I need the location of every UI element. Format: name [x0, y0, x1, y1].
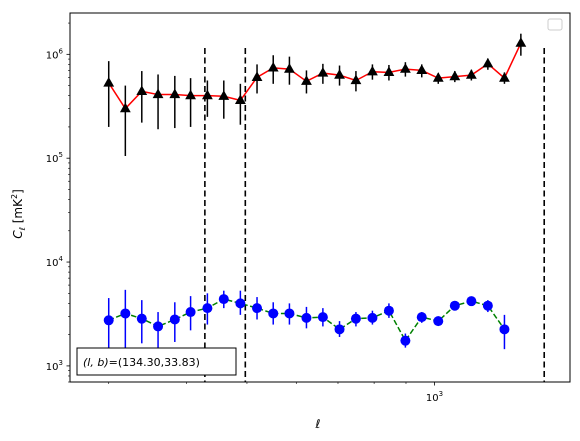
data-point-triangle: [383, 66, 395, 76]
data-point-triangle: [465, 69, 477, 79]
data-point-circle: [153, 321, 164, 332]
data-point-circle: [235, 298, 246, 309]
data-point-triangle: [449, 70, 461, 81]
legend-box: [547, 18, 563, 31]
annotation-box: (l, b)=(134.30,33.83): [76, 347, 237, 376]
data-point-triangle: [482, 57, 494, 68]
data-point-triangle: [201, 89, 213, 100]
data-point-triangle: [432, 72, 444, 82]
data-point-circle: [416, 312, 427, 323]
data-point-circle: [317, 312, 328, 323]
data-point-circle: [202, 303, 213, 314]
data-point-circle: [482, 300, 493, 311]
data-point-circle: [103, 315, 114, 326]
data-point-circle: [433, 316, 444, 327]
data-point-triangle: [234, 94, 246, 105]
data-point-circle: [449, 300, 460, 311]
data-point-circle: [218, 294, 229, 305]
data-point-triangle: [334, 69, 345, 79]
series-2: [103, 289, 510, 350]
data-point-circle: [136, 313, 147, 324]
data-point-triangle: [317, 67, 329, 77]
data-point-triangle: [301, 75, 312, 85]
data-point-triangle: [499, 72, 510, 82]
y-axis-label: Cℓ [mK2]: [10, 189, 27, 239]
data-point-circle: [334, 324, 345, 335]
data-point-triangle: [119, 102, 131, 113]
vertical-reference-lines: [204, 48, 546, 382]
data-point-triangle: [367, 65, 378, 76]
x-axis-label: ℓ: [315, 417, 321, 431]
data-point-triangle: [350, 74, 362, 85]
data-point-circle: [350, 313, 361, 324]
data-point-circle: [252, 303, 263, 314]
plot-frame: [69, 12, 571, 383]
annotation-text: (l, b)=(134.30,33.83): [83, 356, 200, 369]
data-point-triangle: [251, 71, 263, 81]
data-series: [103, 33, 527, 350]
data-point-circle: [268, 308, 279, 319]
data-point-circle: [367, 312, 378, 323]
data-point-circle: [400, 335, 411, 346]
data-point-triangle: [152, 88, 164, 99]
data-point-triangle: [185, 89, 196, 100]
data-point-triangle: [267, 61, 279, 72]
data-point-triangle: [416, 64, 428, 75]
data-point-circle: [120, 308, 131, 319]
data-point-circle: [499, 324, 510, 335]
data-point-triangle: [284, 63, 295, 73]
data-point-circle: [301, 312, 312, 323]
data-point-triangle: [515, 37, 527, 47]
data-point-circle: [169, 314, 180, 325]
data-point-circle: [383, 305, 394, 316]
data-point-triangle: [136, 85, 148, 95]
data-point-circle: [185, 307, 196, 318]
data-point-triangle: [399, 63, 411, 73]
data-point-circle: [284, 308, 295, 319]
series-1: [103, 33, 527, 156]
data-point-triangle: [218, 90, 230, 100]
data-point-triangle: [103, 76, 115, 87]
data-point-triangle: [169, 88, 181, 99]
data-point-circle: [466, 296, 477, 307]
